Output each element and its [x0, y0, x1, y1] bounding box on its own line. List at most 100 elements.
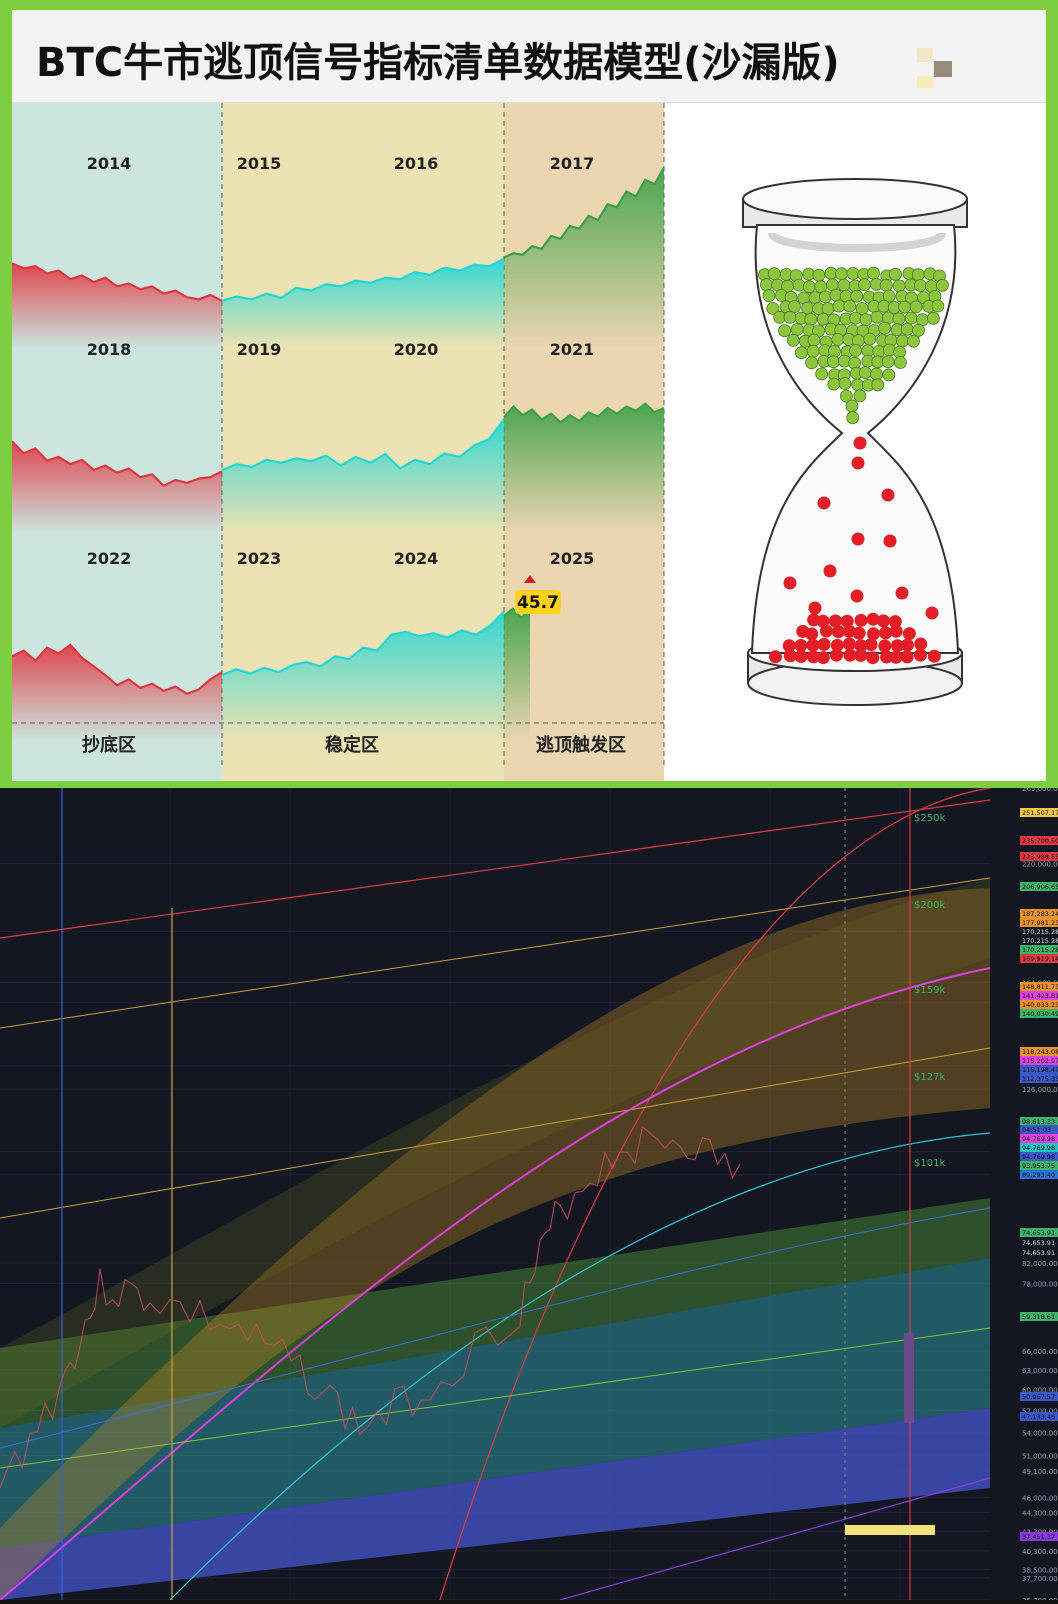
price-tag-label: 206,906.65 — [1022, 883, 1058, 891]
series-area — [504, 167, 664, 348]
price-tag-label: 115,202.97 — [1022, 1057, 1058, 1065]
price-tag-label: 169,919.14 — [1022, 955, 1058, 963]
series-area — [222, 611, 504, 741]
price-tag-label: 74,653.91 — [1022, 1229, 1055, 1237]
price-tag-label: 187,283.24 — [1022, 910, 1058, 918]
price-tag — [1020, 945, 1058, 954]
axis-tick-label: 82,000.00 — [1022, 1260, 1058, 1268]
price-tag — [1020, 1228, 1058, 1237]
level-label: $159k — [914, 985, 945, 996]
price-tag-label: 170,215.28 — [1022, 946, 1058, 954]
series-line — [221, 258, 505, 302]
chart-panel: 2014 2015 2016 2017 2018 2019 2020 2021 2022 2023… — [11, 103, 1046, 781]
price-tag — [1020, 1009, 1058, 1018]
price-tag — [1020, 1143, 1058, 1152]
series-line — [221, 610, 505, 677]
line-blue — [0, 1207, 991, 1449]
year-label: 2014 — [87, 154, 132, 173]
price-tag — [1020, 808, 1058, 817]
series-area — [12, 263, 222, 348]
year-label: 2025 — [550, 549, 595, 568]
axis-tick-label: 54,000.00 — [1022, 1429, 1058, 1437]
series-line — [503, 167, 665, 259]
year-label: 2022 — [87, 549, 132, 568]
year-label: 2021 — [550, 340, 595, 359]
line-cyan — [169, 1132, 991, 1601]
zone-label: 稳定区 — [325, 734, 379, 756]
price-tag — [1020, 1056, 1058, 1065]
price-tag — [1020, 852, 1058, 861]
band-orange — [0, 888, 990, 1600]
price-tag-label: 115,198.47 — [1022, 1066, 1058, 1074]
price-tag-label: 37,451.37 — [1022, 1533, 1055, 1541]
price-tag — [1020, 1047, 1058, 1056]
band-olive — [0, 878, 990, 1428]
price-tag — [1020, 927, 1058, 936]
level-label: $250k — [914, 813, 945, 824]
green-balls — [758, 266, 949, 425]
price-tag-label: 235,700.50 — [1022, 837, 1058, 845]
price-tag — [1020, 1161, 1058, 1170]
series-area — [12, 644, 222, 741]
year-label: 2019 — [237, 340, 282, 359]
price-tag-label: 118,243.08 — [1022, 1048, 1058, 1056]
price-tag — [1020, 936, 1058, 945]
line-red — [0, 799, 991, 939]
red-balls — [769, 436, 941, 665]
price-tag-label: 74,653.91 — [1022, 1249, 1055, 1257]
axis-tick-label: 49,100.00 — [1022, 1468, 1058, 1476]
price-tag — [1020, 1312, 1058, 1321]
price-tag — [1020, 982, 1058, 991]
axis-tick-label: 40,300.00 — [1022, 1548, 1058, 1556]
price-tag — [1020, 1412, 1058, 1421]
series-line — [221, 418, 505, 472]
price-tag — [1020, 1000, 1058, 1009]
price-tag — [1020, 1065, 1058, 1074]
zone-label: 抄底区 — [82, 734, 136, 756]
level-label: $200k — [914, 900, 945, 911]
price-tag — [1020, 1392, 1058, 1401]
level-label: $127k — [914, 1072, 945, 1083]
axis-tick-label: 220,000.00 — [1022, 860, 1058, 868]
mini-charts: 2014 2015 2016 2017 2018 2019 2020 2021 2022 2023… — [11, 103, 968, 781]
price-tag-label: 148,811.73 — [1022, 983, 1058, 991]
axis-tick-label: 60,000.00 — [1022, 1387, 1058, 1395]
price-tag-label: 98,613.33 — [1022, 1118, 1055, 1126]
year-label: 2020 — [394, 340, 439, 359]
line-gold — [0, 877, 991, 1029]
series-line — [503, 402, 665, 424]
marker-flag — [845, 1525, 935, 1535]
series-line — [11, 440, 223, 488]
series-area — [12, 441, 222, 533]
price-tag-label: 94,769.98 — [1022, 1153, 1055, 1161]
band-green — [0, 1198, 990, 1428]
price-tag-label: 112,375.33 — [1022, 1075, 1058, 1083]
price-tag-label: 170,215.28 — [1022, 928, 1058, 936]
price-tag-label: 170,215.28 — [1022, 937, 1058, 945]
page-title: BTC牛市逃顶信号指标清单数据模型(沙漏版) — [36, 40, 840, 86]
series-area — [504, 403, 664, 533]
level-label: $101k — [914, 1158, 945, 1169]
line-gold-2 — [0, 1047, 991, 1219]
year-label: 2015 — [237, 154, 282, 173]
line-magenta — [0, 967, 991, 1601]
axis-tick-label: 37,700.00 — [1022, 1575, 1058, 1583]
price-tag-label: 94,769.98 — [1022, 1135, 1055, 1143]
band-teal — [0, 1258, 990, 1548]
price-tag-label: 177,981.23 — [1022, 919, 1058, 927]
price-tag — [1020, 1170, 1058, 1179]
price-tag-label: 141,423.81 — [1022, 992, 1058, 1000]
year-label: 2024 — [394, 549, 439, 568]
axis-tick-label: 63,000.00 — [1022, 1367, 1058, 1375]
price-tag — [1020, 1532, 1058, 1541]
band-blue — [0, 1408, 990, 1600]
price-tag-label: 140,033.23 — [1022, 1001, 1058, 1009]
price-tag — [1020, 882, 1058, 891]
price-tag — [1020, 1238, 1058, 1247]
infographic-panel: BTC牛市逃顶信号指标清单数据模型(沙漏版) 2014 2015 2016 2017 2… — [0, 0, 1058, 788]
axis-tick-label: 46,000.00 — [1022, 1494, 1058, 1502]
decor-squares-icon — [917, 48, 952, 88]
price-tag — [1020, 1125, 1058, 1134]
price-tag-label: 59,318.61 — [1022, 1313, 1055, 1321]
series-area — [504, 608, 530, 741]
